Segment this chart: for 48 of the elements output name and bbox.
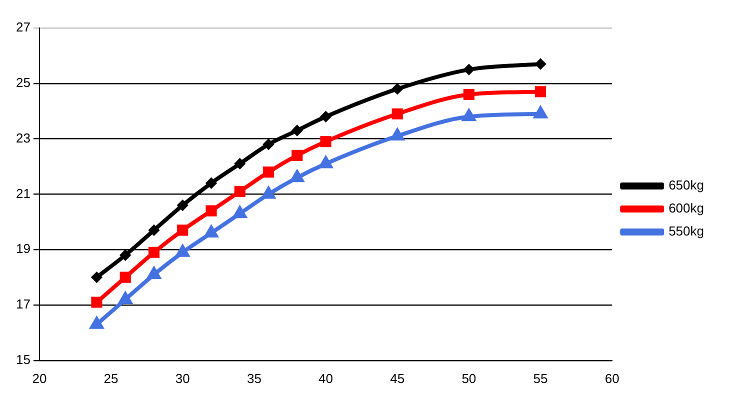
point xyxy=(234,186,246,197)
y-tick-label: 23 xyxy=(16,130,30,146)
x-tick-label: 50 xyxy=(462,370,476,386)
point xyxy=(148,225,159,236)
y-tick-label: 27 xyxy=(16,20,30,35)
y-tick-label: 21 xyxy=(16,186,30,201)
point xyxy=(392,108,403,120)
point xyxy=(264,139,274,150)
point xyxy=(463,88,474,100)
x-tick-label: 30 xyxy=(175,370,190,386)
point xyxy=(234,158,245,169)
point xyxy=(392,84,402,94)
x-tick-label: 45 xyxy=(390,370,405,386)
y-tick-label: 25 xyxy=(16,74,30,90)
y-tick-label: 15 xyxy=(16,352,30,367)
point xyxy=(92,272,102,282)
x-tick-label: 25 xyxy=(104,370,118,386)
x-tick-label: 40 xyxy=(318,370,334,386)
point xyxy=(120,250,130,260)
point xyxy=(148,246,160,258)
y-tick-label: 17 xyxy=(16,296,30,312)
point xyxy=(534,86,546,98)
x-tick-label: 35 xyxy=(246,370,262,386)
point xyxy=(204,226,218,238)
x-tick-label: 60 xyxy=(604,370,620,386)
legend-label: 550kg xyxy=(668,224,704,239)
point xyxy=(120,272,131,283)
point xyxy=(178,200,188,210)
point xyxy=(292,150,303,161)
x-tick-label: 20 xyxy=(32,370,47,386)
point xyxy=(262,166,274,178)
point xyxy=(534,106,547,118)
x-tick-label: 55 xyxy=(533,370,548,386)
point xyxy=(320,136,332,148)
point xyxy=(292,125,302,136)
legend-label: 600kg xyxy=(668,200,704,216)
point xyxy=(177,224,188,236)
point xyxy=(91,296,102,308)
point xyxy=(119,292,132,304)
point xyxy=(536,59,546,70)
point xyxy=(320,112,331,122)
point xyxy=(206,205,217,216)
legend-label: 650kg xyxy=(668,178,704,193)
y-tick-label: 19 xyxy=(16,241,30,256)
point xyxy=(319,156,332,168)
point xyxy=(206,178,216,188)
point xyxy=(464,64,474,75)
point xyxy=(90,317,104,329)
